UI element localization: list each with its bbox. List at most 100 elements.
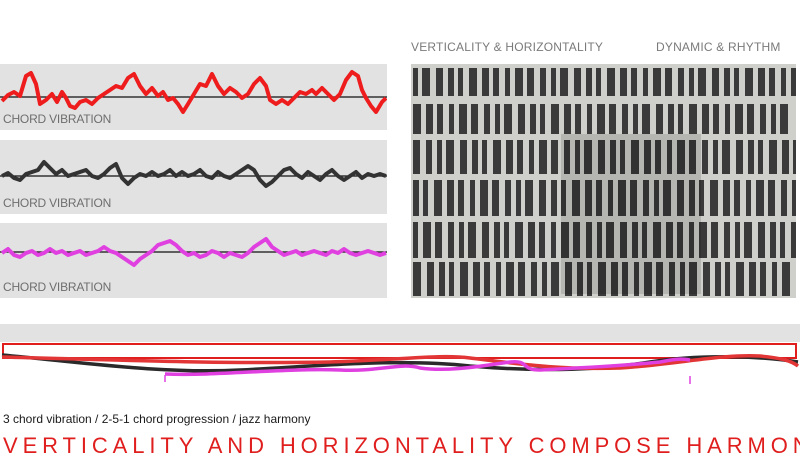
score-block [702, 104, 709, 134]
score-block [561, 222, 569, 258]
score-block [656, 262, 663, 296]
score-block [598, 140, 605, 174]
score-block [772, 262, 777, 296]
score-block [573, 222, 580, 258]
score-block [435, 222, 442, 258]
score-block [780, 222, 785, 258]
score-block [539, 140, 547, 174]
score-block [587, 262, 592, 296]
score-block [699, 222, 707, 258]
score-block [504, 222, 509, 258]
score-block [436, 68, 443, 96]
score-block [633, 104, 638, 134]
score-block [747, 104, 754, 134]
score-block [642, 104, 650, 134]
score-block [504, 104, 512, 134]
score-block [677, 140, 685, 174]
score-block [781, 68, 786, 96]
score-block [735, 222, 740, 258]
score-block [413, 68, 418, 96]
score-block [459, 222, 464, 258]
score-block [551, 262, 559, 296]
score-block [426, 140, 432, 174]
score-block [529, 140, 534, 174]
score-block [459, 104, 467, 134]
score-block [655, 140, 661, 174]
score-block [666, 222, 673, 258]
score-block [539, 180, 546, 216]
score-block [791, 222, 796, 258]
chord-vibration-label: CHORD VIBRATION [3, 112, 112, 126]
score-block [572, 180, 580, 216]
red-wave [0, 70, 387, 114]
black-wave [0, 160, 387, 188]
score-block [470, 180, 475, 216]
score-block [781, 180, 787, 216]
score-block [518, 262, 525, 296]
score-block [542, 262, 547, 296]
score-block [689, 140, 696, 174]
score-block [413, 222, 418, 258]
score-block [506, 140, 513, 174]
score-block [531, 262, 537, 296]
score-block [642, 222, 647, 258]
score-block [782, 262, 790, 296]
score-block [769, 140, 777, 174]
score-block [574, 68, 581, 96]
chord-vibration-label: CHORD VIBRATION [3, 196, 112, 210]
score-block [631, 140, 639, 174]
score-block [749, 262, 756, 296]
score-block [494, 222, 500, 258]
score-block [482, 140, 487, 174]
score-block [622, 104, 628, 134]
score-block [653, 68, 661, 96]
score-block [644, 140, 651, 174]
score-block [493, 68, 499, 96]
score-block [471, 104, 478, 134]
score-block [667, 140, 672, 174]
score-block [413, 140, 420, 174]
score-block [758, 222, 765, 258]
score-block [654, 180, 659, 216]
score-block [484, 262, 490, 296]
score-block [632, 222, 638, 258]
score-block [596, 68, 601, 96]
score-block [712, 68, 719, 96]
caption: 3 chord vibration / 2-5-1 chord progress… [3, 412, 311, 426]
score-block [665, 68, 672, 96]
score-block [505, 180, 511, 216]
score-block [663, 180, 671, 216]
score-block [551, 68, 556, 96]
score-block [426, 104, 433, 134]
score-block [630, 180, 637, 216]
score-block [609, 104, 616, 134]
score-block [540, 104, 545, 134]
score-block [760, 104, 766, 134]
score-block [711, 222, 718, 258]
score-block [506, 262, 514, 296]
score-block [689, 180, 695, 216]
score-block [551, 180, 557, 216]
score-block [713, 140, 718, 174]
score-block [448, 68, 454, 96]
score-block [540, 68, 546, 96]
score-block [495, 104, 500, 134]
score-block [702, 140, 708, 174]
score-block [492, 180, 499, 216]
score-block [560, 68, 568, 96]
score-block [606, 222, 614, 258]
score-block [458, 68, 463, 96]
score-block [575, 140, 580, 174]
score-block [596, 180, 602, 216]
score-block [564, 104, 571, 134]
score-block [449, 262, 454, 296]
score-block [689, 262, 697, 296]
score-block [678, 68, 684, 96]
score-block [634, 262, 639, 296]
chord-vibration-panel-magenta: CHORD VIBRATION [0, 223, 387, 298]
score-block [484, 104, 490, 134]
headline: VERTICALITY AND HORIZONTALITY COMPOSE HA… [3, 433, 800, 458]
score-block [608, 180, 613, 216]
score-block [586, 68, 592, 96]
score-block [518, 104, 525, 134]
